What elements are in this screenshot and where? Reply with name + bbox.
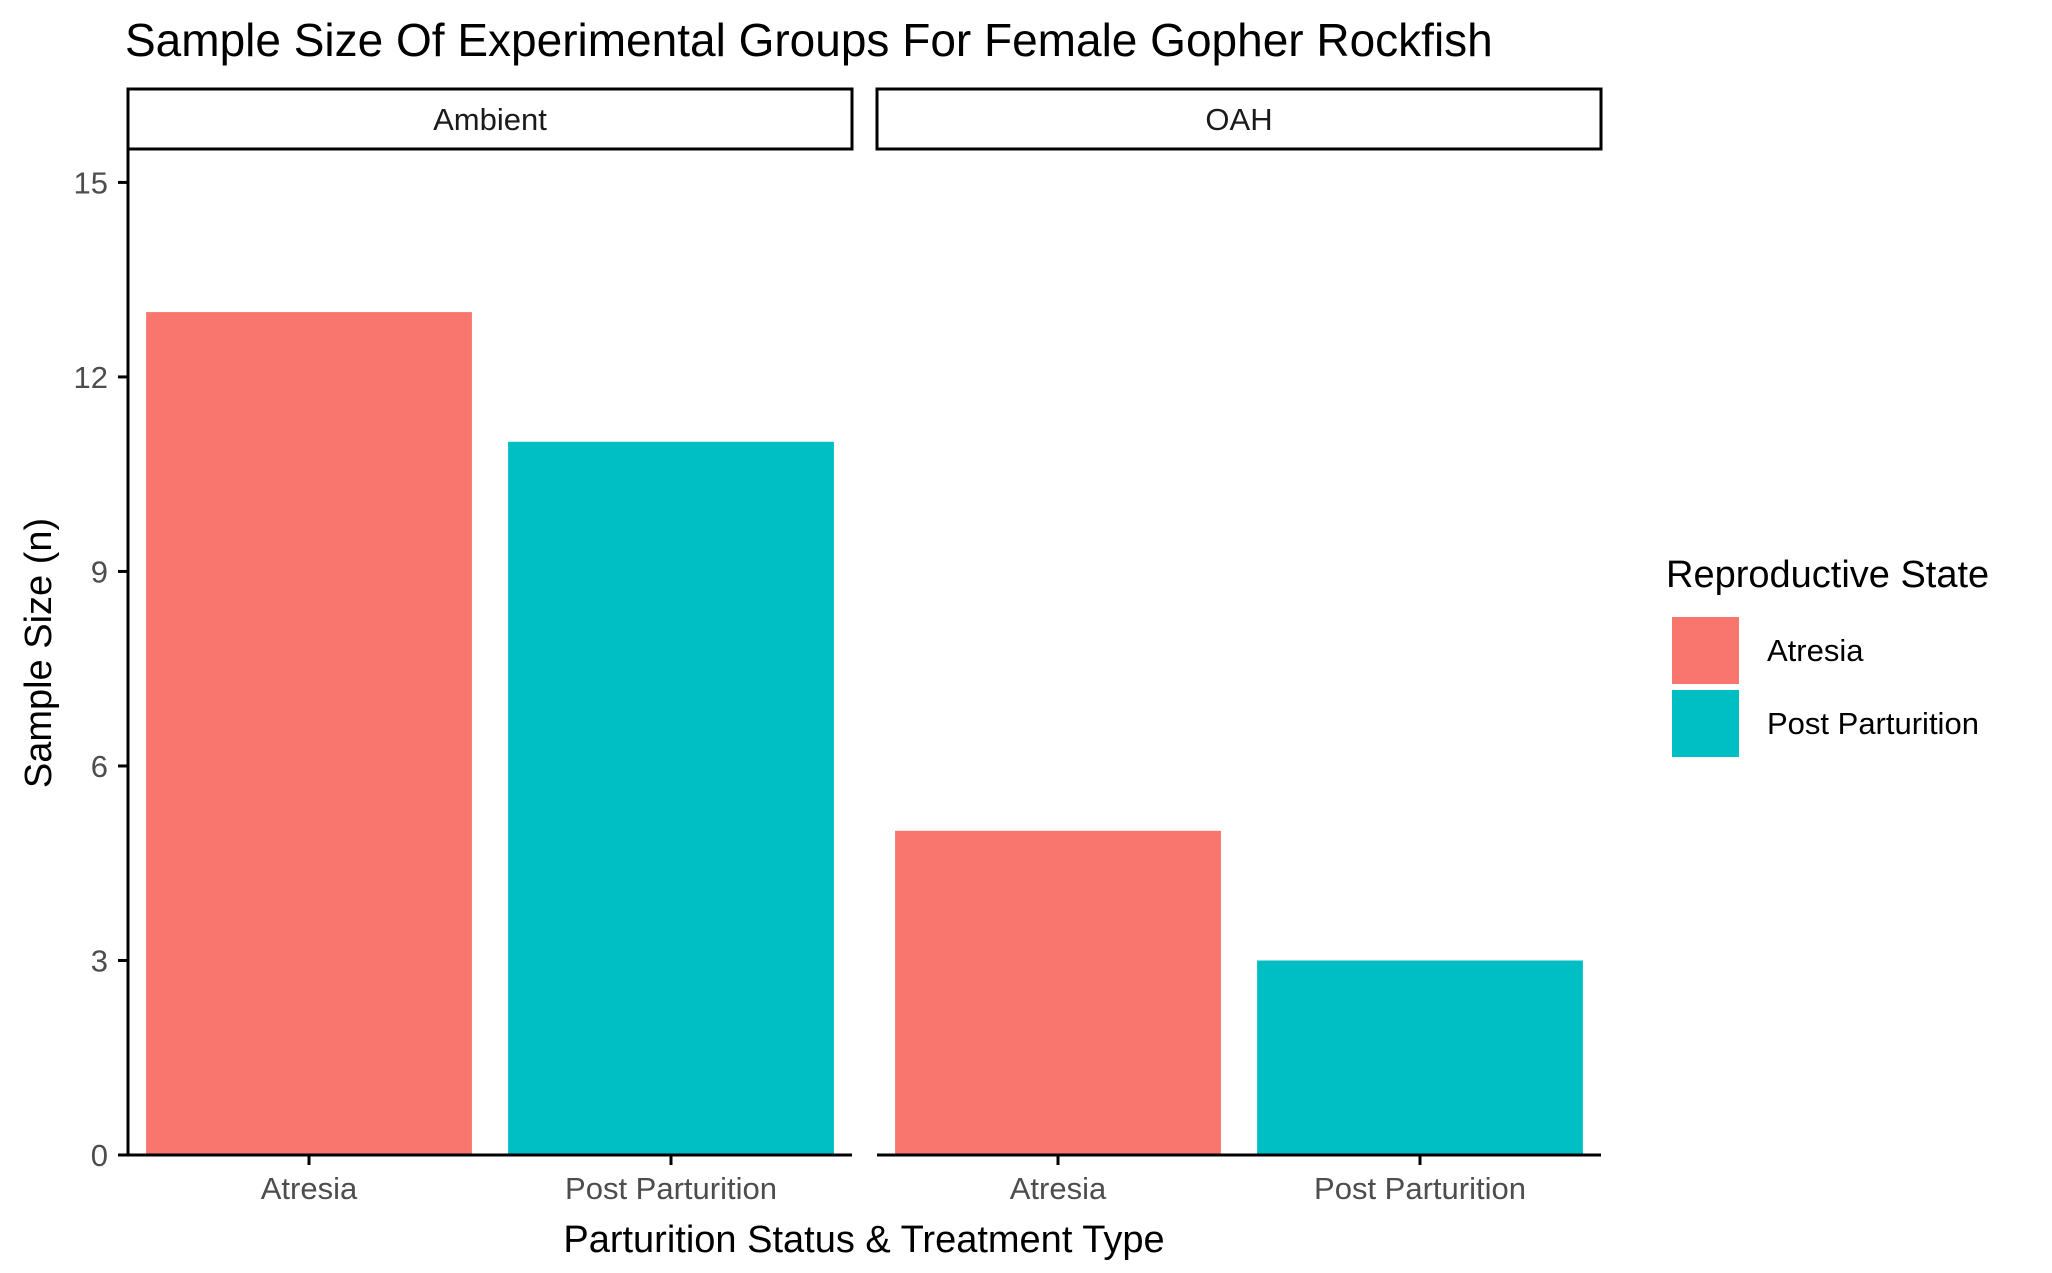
legend-label: Atresia <box>1767 633 1864 668</box>
legend-label: Post Parturition <box>1767 706 1979 741</box>
legend-key <box>1672 617 1739 684</box>
y-tick-label: 6 <box>91 749 108 784</box>
facet-panel-ambient: Ambient Atresia Post Parturition <box>126 87 854 1206</box>
y-axis: 0 3 6 9 12 15 <box>74 150 130 1173</box>
facet-strip <box>875 87 1603 151</box>
x-tick-label: Atresia <box>1010 1171 1107 1206</box>
legend-title: Reproductive State <box>1666 554 1989 596</box>
x-tick-label: Post Parturition <box>1314 1171 1526 1206</box>
facet-panel-oah: OAH Atresia Post Parturition <box>875 87 1603 1206</box>
chart-title: Sample Size Of Experimental Groups For F… <box>125 14 1493 66</box>
y-axis-title: Sample Size (n) <box>18 518 60 788</box>
y-tick-label: 0 <box>91 1138 108 1173</box>
facet-panels: Ambient Atresia Post Parturition OAH Atresia… <box>126 87 1603 1206</box>
bar <box>508 441 834 1156</box>
facet-strip-label: Ambient <box>433 102 547 137</box>
y-tick-label: 12 <box>74 360 108 395</box>
facet-strip-label: OAH <box>1205 102 1272 137</box>
bar <box>895 830 1221 1155</box>
y-tick-label: 9 <box>91 554 108 589</box>
x-axis-title: Parturition Status & Treatment Type <box>563 1219 1164 1261</box>
legend-items: Atresia Post Parturition <box>1672 617 1979 757</box>
y-tick-label: 15 <box>74 165 108 200</box>
bar <box>1257 960 1583 1155</box>
facet-strip <box>126 87 854 151</box>
x-tick-label: Atresia <box>261 1171 358 1206</box>
legend-key <box>1672 690 1739 757</box>
legend: Reproductive State Atresia Post Parturiti… <box>1666 554 1989 757</box>
bar <box>146 312 472 1155</box>
x-tick-label: Post Parturition <box>565 1171 777 1206</box>
y-tick-label: 3 <box>91 943 108 978</box>
